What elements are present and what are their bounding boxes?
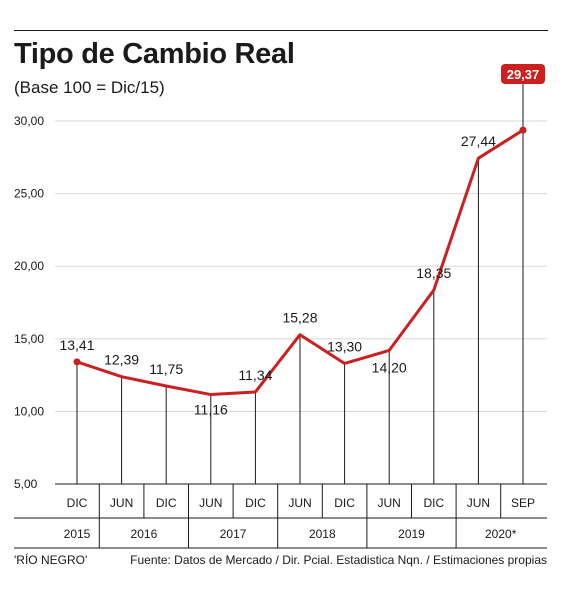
x-tick-label: DIC <box>245 496 266 510</box>
data-label: 11,16 <box>194 402 228 418</box>
data-label: 15,28 <box>282 310 317 326</box>
x-tick-label: DIC <box>423 496 444 510</box>
highlight-label-bg <box>501 64 545 84</box>
x-tick-label: JUN <box>199 496 222 510</box>
year-label: 2016 <box>131 527 158 541</box>
data-label: 11,34 <box>238 367 272 383</box>
x-tick-label: JUN <box>110 496 133 510</box>
x-tick-label: JUN <box>288 496 311 510</box>
chart-title: Tipo de Cambio Real <box>14 38 295 70</box>
year-label: 2015 <box>64 527 91 541</box>
data-label: 13,30 <box>327 338 362 354</box>
data-label: 27,44 <box>461 133 496 149</box>
series-line <box>76 128 524 397</box>
data-point-marker <box>519 126 527 134</box>
data-label: 18,35 <box>416 265 451 281</box>
y-tick-label: 5,00 <box>14 477 38 491</box>
x-tick-label: JUN <box>378 496 401 510</box>
y-tick-label: 30,00 <box>14 114 44 128</box>
data-label-highlight: 29,37 <box>507 67 540 82</box>
x-tick-label: DIC <box>156 496 177 510</box>
data-label: 12,39 <box>104 352 139 368</box>
top-rule <box>14 30 548 31</box>
y-tick-label: 15,00 <box>14 332 44 346</box>
year-label: 2017 <box>220 527 247 541</box>
y-tick-label: 10,00 <box>14 404 44 418</box>
data-point-marker <box>73 358 81 366</box>
data-label: 14,20 <box>372 359 407 375</box>
x-tick-label: SEP <box>511 496 535 510</box>
x-tick-label: DIC <box>334 496 355 510</box>
year-label: 2019 <box>398 527 425 541</box>
footer-source: Fuente: Datos de Mercado / Dir. Pcial. E… <box>130 553 547 567</box>
data-label: 13,41 <box>59 337 94 353</box>
footer-credit: 'RÍO NEGRO' <box>14 553 88 567</box>
y-tick-label: 20,00 <box>14 259 44 273</box>
x-tick-label: DIC <box>67 496 88 510</box>
x-tick-label: JUN <box>467 496 490 510</box>
year-label: 2018 <box>309 527 336 541</box>
chart-subtitle: (Base 100 = Dic/15) <box>14 78 165 97</box>
data-label: 11,75 <box>149 361 183 377</box>
y-tick-label: 25,00 <box>14 187 44 201</box>
year-label: 2020* <box>485 527 517 541</box>
